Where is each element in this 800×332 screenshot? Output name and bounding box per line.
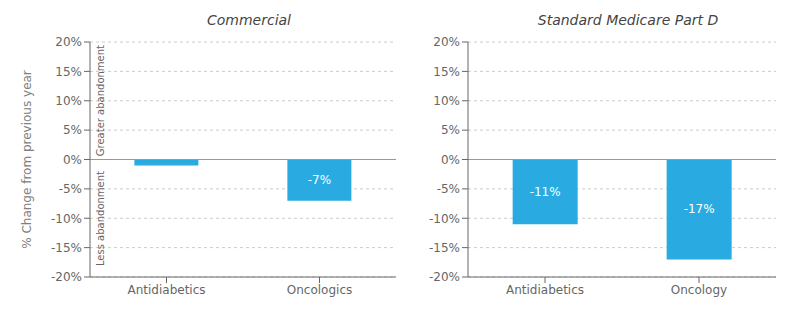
- html-text:Commercial: Commercial: [207, 12, 291, 28]
- svg-text:-11%: -11%: [530, 185, 561, 199]
- svg-text:-5%: -5%: [437, 182, 460, 196]
- svg-text:5%: 5%: [63, 123, 82, 137]
- html-text:Standard Medicare Part D: Standard Medicare Part D: [537, 12, 719, 28]
- svg-text:20%: 20%: [433, 35, 460, 49]
- svg-text:Antidiabetics: Antidiabetics: [506, 283, 584, 297]
- svg-text:Oncology: Oncology: [671, 283, 727, 297]
- svg-text:% Change from previous year: % Change from previous year: [20, 70, 34, 249]
- svg-text:-17%: -17%: [684, 202, 715, 216]
- svg-text:-5%: -5%: [59, 182, 82, 196]
- html-text:Greater abandonment: Greater abandonment: [94, 45, 106, 157]
- svg-text:-10%: -10%: [429, 212, 460, 226]
- svg-text:Oncologics: Oncologics: [287, 283, 352, 297]
- svg-text:-15%: -15%: [51, 241, 82, 255]
- svg-text:0%: 0%: [441, 153, 460, 167]
- svg-text:-20%: -20%: [429, 270, 460, 284]
- html-text:Less abandonment: Less abandonment: [94, 170, 106, 266]
- svg-text:-15%: -15%: [429, 241, 460, 255]
- svg-text:Antidiabetics: Antidiabetics: [127, 283, 205, 297]
- svg-text:20%: 20%: [55, 35, 82, 49]
- svg-text:-20%: -20%: [51, 270, 82, 284]
- svg-text:-10%: -10%: [51, 212, 82, 226]
- svg-text:10%: 10%: [433, 94, 460, 108]
- svg-text:15%: 15%: [433, 65, 460, 79]
- svg-text:-7%: -7%: [308, 173, 331, 187]
- svg-text:10%: 10%: [55, 94, 82, 108]
- svg-text:0%: 0%: [63, 153, 82, 167]
- svg-text:5%: 5%: [441, 123, 460, 137]
- svg-text:15%: 15%: [55, 65, 82, 79]
